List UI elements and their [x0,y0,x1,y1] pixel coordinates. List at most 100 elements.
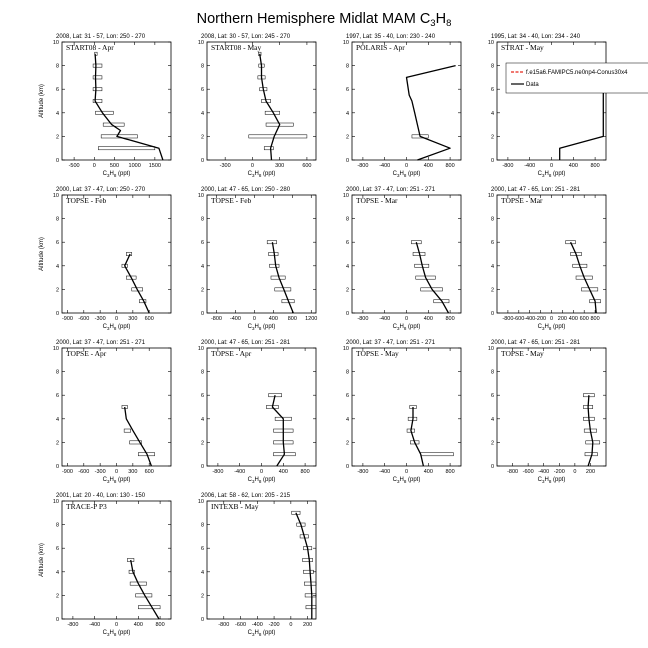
y-tick-label: 10 [488,346,494,352]
y-tick-label: 0 [56,617,59,623]
panel-campaign-label: STRAT - May [501,43,544,52]
y-tick-label: 4 [56,417,59,423]
data-spread-box [266,240,277,245]
y-tick-label: 2 [56,593,59,599]
panel-region-label: 2000, Lat: 37 - 47, Lon: 251 - 271 [346,187,436,193]
y-tick-label: 0 [491,311,494,317]
plot-frame [61,347,172,467]
x-tick-label: 0 [550,316,553,322]
plot-frame [496,41,607,161]
y-tick-label: 8 [491,64,494,70]
title-sub-1: 3 [430,18,435,29]
panel-region-label: 2006, Lat: 58 - 62, Lon: 205 - 215 [201,493,291,499]
data-spread-box [565,240,576,245]
x-axis-label: C3H8 (ppt) [248,477,276,484]
data-spread-box [94,51,98,56]
plot-frame [61,500,172,620]
y-tick-label: 4 [201,111,204,117]
x-tick-label: -800 [211,316,222,322]
x-axis-label: C3H8 (ppt) [103,630,131,637]
panel-campaign-label: TOPSE - Apr [211,349,252,358]
x-tick-label: -800 [212,469,223,475]
x-tick-label: 400 [269,316,278,322]
x-tick-label: -600 [235,622,246,628]
x-tick-label: 800 [301,469,310,475]
x-tick-label: 0 [115,316,118,322]
legend-data-label: Data [526,82,539,88]
y-tick-label: 2 [346,134,349,140]
x-tick-label: 400 [279,469,288,475]
x-tick-label: 800 [591,163,600,169]
y-tick-label: 4 [346,264,349,270]
y-tick-label: 6 [56,393,59,399]
x-tick-label: -400 [252,622,263,628]
panel-campaign-label: START08 - May [211,43,261,52]
y-tick-label: 8 [491,370,494,376]
y-tick-label: 0 [201,311,204,317]
y-tick-label: 10 [198,499,204,505]
x-tick-label: 0 [115,622,118,628]
x-tick-label: -600 [78,469,89,475]
y-tick-label: 4 [56,570,59,576]
x-tick-label: -300 [95,469,106,475]
x-tick-label: -200 [535,316,546,322]
y-tick-label: 0 [56,311,59,317]
data-profile-line [259,53,281,161]
y-tick-label: 2 [201,134,204,140]
data-spread-box [303,569,314,574]
y-tick-label: 2 [201,440,204,446]
panel-13: 2001, Lat: 20 - 40, Lon: 130 - 150 TRACE-… [39,493,172,637]
panel-14: 2006, Lat: 58 - 62, Lon: 205 - 215 INTEXB… [198,493,317,637]
data-profile-line [587,395,594,467]
x-axis-label: C3H8 (ppt) [248,324,276,331]
y-tick-label: 8 [201,64,204,70]
figure-title: Northern Hemisphere Midlat MAM C3H8 [197,11,452,29]
x-tick-label: -300 [95,316,106,322]
x-tick-label: 600 [580,316,589,322]
data-spread-box [121,263,128,268]
y-tick-label: 4 [56,111,59,117]
data-spread-box [92,87,103,92]
data-spread-box [263,146,274,151]
x-tick-label: 300 [275,163,284,169]
title-mid: H [436,11,446,27]
x-tick-label: -800 [502,163,513,169]
x-tick-label: -300 [220,163,231,169]
x-tick-label: 200 [303,622,312,628]
data-profile-line [94,53,164,161]
y-tick-label: 2 [491,134,494,140]
plot-frame [351,194,462,314]
data-profile-line [559,65,604,160]
panel-region-label: 2001, Lat: 20 - 40, Lon: 130 - 150 [56,493,146,499]
x-axis-label: C3H8 (ppt) [393,324,421,331]
panel-region-label: 2000, Lat: 47 - 65, Lon: 250 - 280 [201,187,291,193]
panel-10: 2000, Lat: 47 - 65, Lon: 251 - 281 TOPSE … [198,340,317,484]
plot-frame [61,194,172,314]
x-tick-label: 800 [446,163,455,169]
y-tick-label: 8 [56,217,59,223]
x-tick-label: -600 [78,316,89,322]
data-profile-line [570,241,597,314]
x-tick-label: -400 [379,163,390,169]
y-tick-label: 8 [56,64,59,70]
panel-region-label: 2000, Lat: 37 - 47, Lon: 251 - 271 [56,340,146,346]
panel-campaign-label: TOPSE - May [356,349,399,358]
x-tick-label: -400 [230,316,241,322]
y-tick-label: 0 [201,464,204,470]
x-axis-label: C3H8 (ppt) [538,171,566,178]
x-tick-label: -800 [357,469,368,475]
y-tick-label: 8 [491,217,494,223]
data-spread-box [123,428,131,433]
panel-campaign-label: INTEXB - May [211,502,259,511]
x-axis-label: C3H8 (ppt) [393,171,421,178]
y-axis-label: Altitude (km) [39,543,45,577]
y-tick-label: 10 [488,40,494,46]
panel-campaign-label: POLARIS - Apr [356,43,405,52]
data-spread-box [92,99,103,103]
y-tick-label: 6 [491,393,494,399]
y-tick-label: 10 [343,40,349,46]
y-axis-label: Altitude (km) [39,237,45,271]
plot-frame [206,194,317,314]
data-profile-line [124,253,150,314]
y-tick-label: 2 [56,134,59,140]
